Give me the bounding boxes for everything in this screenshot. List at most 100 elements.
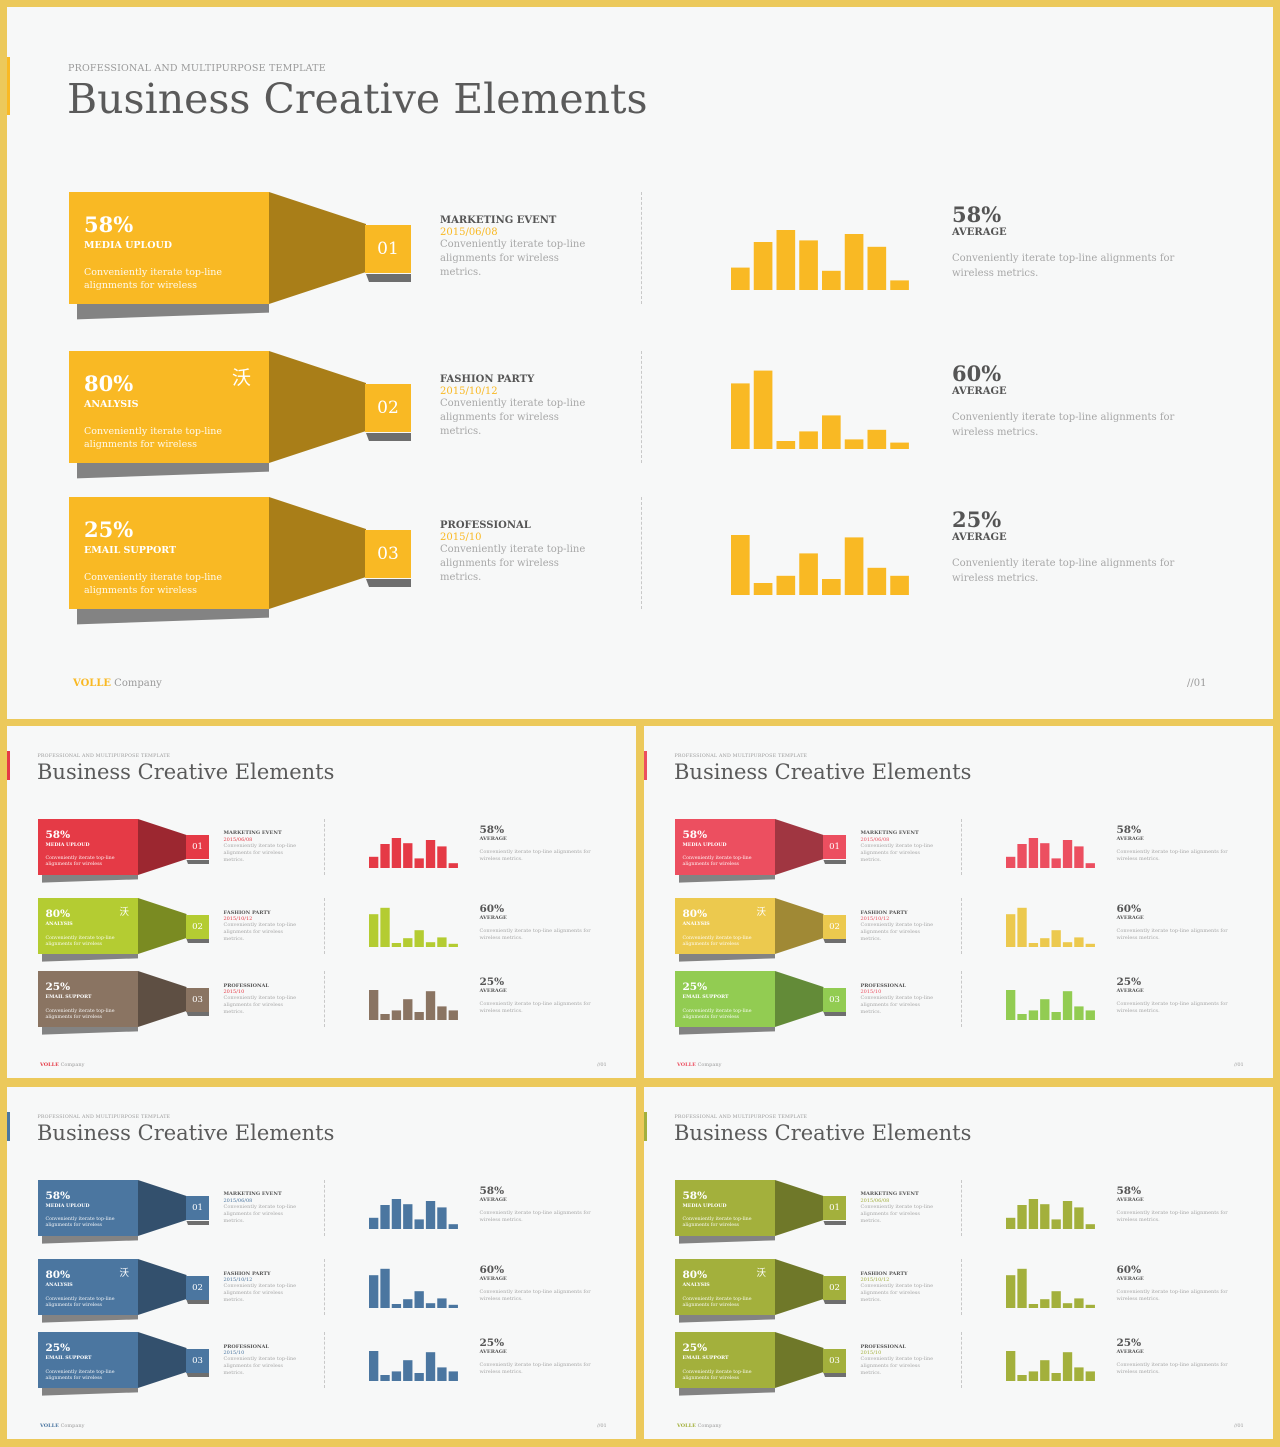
company-name: Company xyxy=(60,1422,85,1429)
event-block-2: FASHION PARTY 2015/10/12 Conveniently iter… xyxy=(224,910,299,944)
card-label: EMAIL SUPPORT xyxy=(45,995,92,1000)
bar xyxy=(1051,1291,1061,1308)
vertical-divider xyxy=(961,971,962,1027)
bar xyxy=(403,938,413,947)
page-title: Business Creative Elements xyxy=(674,1121,972,1145)
bar xyxy=(1040,999,1050,1020)
bar xyxy=(1085,862,1095,868)
card-number-tab: 03 xyxy=(186,1348,209,1373)
stat-block-3: 25% AVERAGE Conveniently iterate top-line … xyxy=(480,976,605,1016)
event-description: Conveniently iterate top-line alignments… xyxy=(860,842,934,863)
bar xyxy=(391,1198,402,1229)
pretitle: PROFESSIONAL AND MULTIPURPOSE TEMPLATE xyxy=(674,1115,808,1120)
stat-block-1: 58% AVERAGE Conveniently iterate top-line … xyxy=(1117,1185,1242,1225)
stat-block-2: 60% AVERAGE Conveniently iterate top-line … xyxy=(1117,903,1242,943)
card-box xyxy=(675,1259,775,1315)
bar xyxy=(776,230,796,290)
bar xyxy=(391,943,402,947)
bar xyxy=(1006,1351,1016,1381)
event-title: FASHION PARTY xyxy=(223,909,271,916)
event-description: Conveniently iterate top-line alignments… xyxy=(440,239,586,278)
brand-name: VOLLE xyxy=(677,1061,696,1068)
stat-label: AVERAGE xyxy=(1116,1196,1144,1203)
accent-strip xyxy=(7,751,10,780)
brand-name: VOLLE xyxy=(73,678,111,689)
bar xyxy=(1051,1218,1061,1229)
stat-percent: 60% xyxy=(1116,1264,1142,1276)
card-funnel xyxy=(775,898,846,954)
stat-block-2: 60% AVERAGE Conveniently iterate top-line … xyxy=(480,1264,605,1304)
bar xyxy=(867,429,887,449)
vertical-divider xyxy=(961,1179,962,1236)
event-block-1: MARKETING EVENT 2015/06/08 Conveniently it… xyxy=(224,830,299,864)
bar xyxy=(1085,1304,1095,1308)
metric-card-2: 02 80% ANALYSIS Conveniently iterate top-li… xyxy=(675,898,848,962)
event-title: PROFESSIONAL xyxy=(860,1343,906,1350)
bar xyxy=(1062,1352,1073,1381)
card-box xyxy=(69,497,269,609)
funnel-shape xyxy=(775,971,824,1027)
brand-name: VOLLE xyxy=(677,1422,696,1429)
card-number-tab: 01 xyxy=(823,835,846,859)
funnel-shape xyxy=(269,192,366,304)
bar xyxy=(414,1218,424,1229)
bar xyxy=(822,415,841,449)
bar xyxy=(369,1351,379,1381)
tab-shadow xyxy=(823,1220,846,1225)
event-block-3: PROFESSIONAL 2015/10 Conveniently iterate … xyxy=(861,1344,936,1378)
card-number-tab: 02 xyxy=(823,1275,846,1300)
stat-description: Conveniently iterate top-line alignments… xyxy=(479,1209,591,1223)
stat-label: AVERAGE xyxy=(1116,835,1144,842)
event-block-1: MARKETING EVENT 2015/06/08 Conveniently it… xyxy=(861,1191,936,1225)
stat-description: Conveniently iterate top-line alignments… xyxy=(952,253,1175,279)
card-percent: 58% xyxy=(682,1189,708,1202)
bar xyxy=(1062,1303,1073,1308)
vertical-divider xyxy=(324,898,325,954)
event-description: Conveniently iterate top-line alignments… xyxy=(223,1356,297,1376)
footer-brand: VOLLE Company xyxy=(40,1423,84,1429)
metric-card-3: 03 25% EMAIL SUPPORT Conveniently iterate t… xyxy=(38,1332,211,1396)
bar xyxy=(1074,845,1084,868)
bar xyxy=(1006,1275,1016,1308)
bar xyxy=(414,857,424,868)
funnel-shape xyxy=(775,1259,824,1315)
card-box xyxy=(675,1179,775,1236)
card-percent: 80% xyxy=(682,908,708,920)
event-title: MARKETING EVENT xyxy=(860,1191,919,1197)
bar xyxy=(403,1299,413,1308)
bar xyxy=(890,575,909,595)
bar xyxy=(1040,1203,1050,1229)
bar-chart-2 xyxy=(369,1268,458,1308)
bar xyxy=(731,535,750,595)
card-label: EMAIL SUPPORT xyxy=(45,1356,92,1361)
card-description: Conveniently iterate top-line alignments… xyxy=(84,572,223,596)
bar xyxy=(1017,843,1027,868)
bar xyxy=(414,930,424,947)
event-date: 2015/10 xyxy=(440,532,482,543)
stat-percent: 58% xyxy=(1116,823,1142,836)
card-funnel xyxy=(138,818,209,875)
bar xyxy=(380,843,390,868)
card-funnel xyxy=(269,192,411,304)
stat-label: AVERAGE xyxy=(952,532,1007,543)
vertical-divider xyxy=(324,1332,325,1388)
event-title: MARKETING EVENT xyxy=(860,830,919,836)
card-description: Conveniently iterate top-line alignments… xyxy=(682,1217,752,1229)
footer-brand: VOLLE Company xyxy=(677,1423,721,1429)
stat-block-2: 60% AVERAGE Conveniently iterate top-line … xyxy=(1117,1264,1242,1304)
stat-label: AVERAGE xyxy=(479,835,507,842)
bar xyxy=(1028,1198,1039,1229)
stat-percent: 25% xyxy=(1116,976,1142,988)
bar xyxy=(1051,857,1061,868)
bar xyxy=(380,907,390,947)
bar xyxy=(1074,1206,1084,1229)
stat-percent: 25% xyxy=(952,507,1002,532)
metric-card-1: 01 58% MEDIA UPLOUD Conveniently iterate to… xyxy=(38,1179,211,1244)
bar-chart-3 xyxy=(1006,990,1095,1020)
bar xyxy=(448,1010,458,1020)
event-block-2: FASHION PARTY 2015/10/12 Conveniently iter… xyxy=(224,1271,299,1305)
card-funnel xyxy=(775,971,846,1027)
card-number-tab: 02 xyxy=(186,914,209,939)
tab-shadow xyxy=(823,939,846,943)
company-name: Company xyxy=(697,1061,722,1068)
